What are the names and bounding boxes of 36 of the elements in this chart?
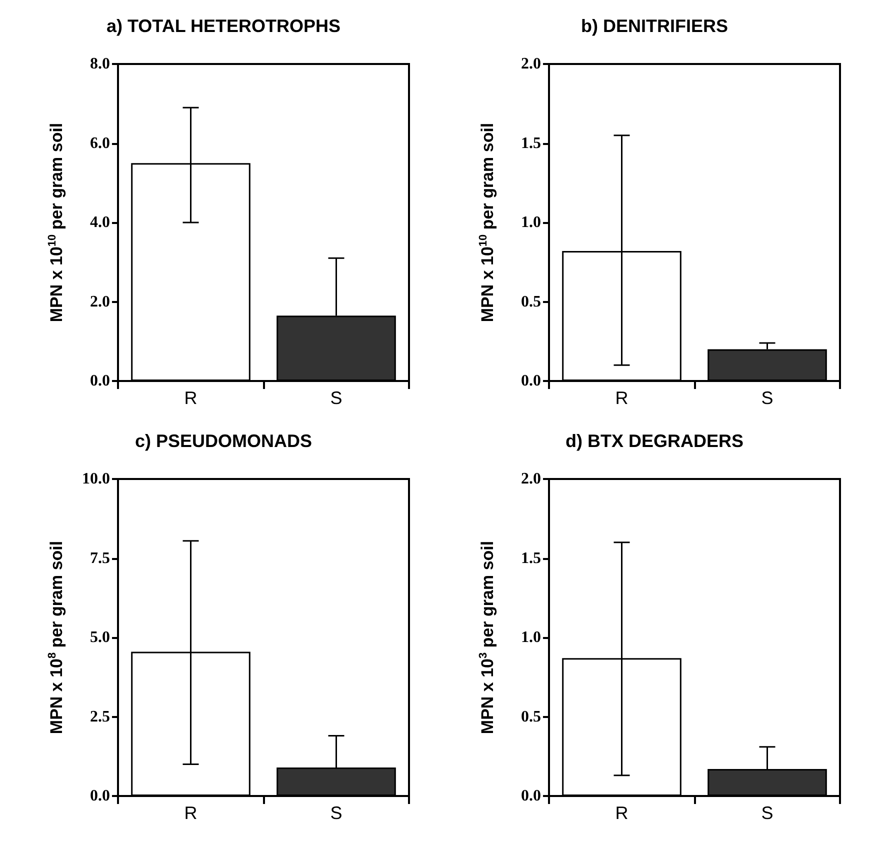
y-tick-label: 7.5 bbox=[90, 550, 110, 567]
x-tick-label: S bbox=[761, 388, 774, 408]
y-tick-label: 2.0 bbox=[521, 56, 541, 72]
y-tick-label: 2.0 bbox=[90, 293, 110, 310]
y-axis-title: MPN x 1010 per gram soil bbox=[478, 122, 497, 322]
y-tick-label: 1.5 bbox=[521, 134, 541, 152]
chart-title: b) DENITRIFIERS bbox=[581, 16, 728, 36]
y-tick-label: 1.5 bbox=[521, 550, 541, 567]
y-axis-title: MPN x 103 per gram soil bbox=[478, 540, 497, 734]
y-tick-label: 0.0 bbox=[90, 372, 110, 390]
y-tick-label: 5.0 bbox=[90, 629, 110, 646]
x-tick-label: S bbox=[330, 388, 342, 408]
chart-title: d) BTX DEGRADERS bbox=[565, 431, 744, 451]
y-tick-label: 2.0 bbox=[521, 470, 541, 488]
y-tick-label: 1.0 bbox=[521, 629, 541, 646]
y-axis-title: MPN x 108 per gram soil bbox=[46, 540, 66, 734]
y-axis-title: MPN x 1010 per gram soil bbox=[46, 122, 66, 322]
x-tick-label: R bbox=[615, 803, 628, 823]
y-tick-label: 8.0 bbox=[90, 56, 110, 72]
x-tick-label: R bbox=[615, 388, 628, 408]
x-tick-label: R bbox=[184, 388, 198, 408]
y-tick-label: 0.0 bbox=[521, 788, 541, 804]
y-tick-label: 0.0 bbox=[521, 372, 541, 390]
y-tick-label: 10.0 bbox=[82, 470, 110, 488]
x-tick-label: S bbox=[761, 803, 774, 823]
x-tick-label: S bbox=[330, 803, 342, 823]
x-tick-label: R bbox=[184, 803, 198, 823]
y-tick-label: 6.0 bbox=[90, 134, 110, 152]
chart-title: a) TOTAL HETEROTROPHS bbox=[106, 16, 341, 36]
y-tick-label: 4.0 bbox=[90, 214, 110, 231]
y-tick-label: 0.0 bbox=[90, 788, 110, 804]
y-tick-label: 2.5 bbox=[90, 708, 110, 726]
y-tick-label: 0.5 bbox=[521, 293, 541, 310]
chart-title: c) PSEUDOMONADS bbox=[134, 431, 312, 451]
y-tick-label: 0.5 bbox=[521, 708, 541, 726]
y-tick-label: 1.0 bbox=[521, 214, 541, 231]
